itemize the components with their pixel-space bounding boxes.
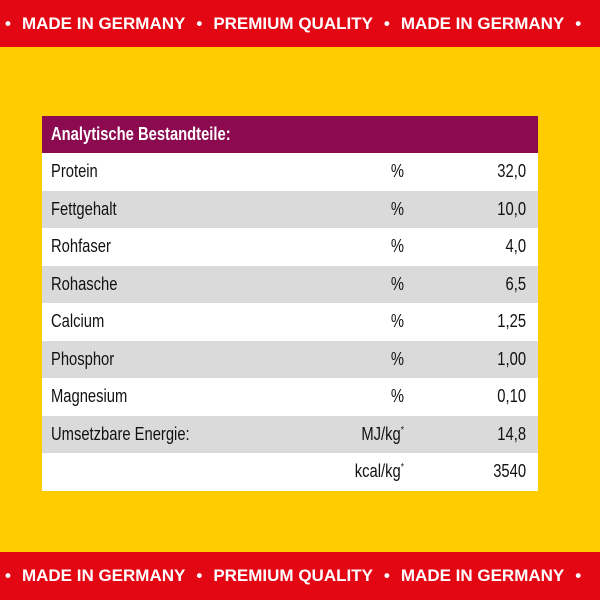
nutrient-name: Umsetzbare Energie: [51, 423, 190, 444]
table-row: Protein % 32,0 [42, 153, 538, 191]
separator-dot: • [575, 566, 582, 585]
table-row: Umsetzbare Energie: MJ/kg* 14,8 [42, 415, 538, 453]
unit-text: % [390, 386, 404, 407]
separator-dot: • [196, 566, 203, 585]
nutrient-name: Rohfaser [51, 236, 111, 257]
unit-text: % [390, 311, 404, 332]
nutrient-unit: % [391, 161, 404, 182]
banner-text: MADE IN GERMANY [400, 13, 565, 33]
nutrient-value: 0,10 [497, 386, 526, 407]
nutrient-unit: % [391, 199, 404, 220]
unit-text: % [390, 236, 404, 257]
separator-dot: • [196, 13, 203, 33]
separator-dot: • [383, 566, 390, 585]
nutrient-unit: % [391, 349, 404, 370]
bottom-banner: • MADE IN GERMANY • PREMIUM QUALITY • MA… [0, 552, 600, 600]
banner-text: PREMIUM QUALITY [213, 13, 373, 33]
table-header: Analytische Bestandteile: [42, 116, 538, 153]
top-banner: • MADE IN GERMANY • PREMIUM QUALITY • MA… [0, 0, 600, 47]
unit-text: % [390, 273, 404, 294]
separator-dot: • [5, 13, 11, 33]
table-row: Magnesium % 0,10 [42, 378, 538, 416]
nutrient-name: Rohasche [51, 273, 118, 294]
nutrient-name: Calcium [51, 311, 105, 332]
nutrient-name: Magnesium [51, 386, 128, 407]
banner-text: MADE IN GERMANY [21, 13, 186, 33]
footnote-mark: * [400, 424, 404, 436]
unit-text: kcal/kg [354, 461, 401, 482]
nutrient-value: 1,25 [497, 311, 526, 332]
nutrient-unit: % [391, 236, 404, 257]
table-row: Phosphor % 1,00 [42, 340, 538, 378]
nutrient-value: 14,8 [497, 423, 526, 444]
nutrient-value: 1,00 [497, 348, 526, 369]
nutrition-table: Analytische Bestandteile: Protein % 32,0… [42, 116, 538, 491]
footnote-mark: * [400, 462, 404, 474]
nutrient-unit: MJ/kg* [361, 424, 404, 445]
nutrient-value: 32,0 [497, 161, 526, 182]
nutrient-value: 6,5 [505, 273, 526, 294]
unit-text: % [390, 348, 404, 369]
separator-dot: • [383, 13, 390, 33]
separator-dot: • [5, 566, 11, 585]
banner-text: MADE IN GERMANY [400, 566, 565, 585]
unit-text: % [390, 198, 404, 219]
table-row: Rohfaser % 4,0 [42, 228, 538, 266]
nutrient-unit: kcal/kg* [355, 461, 404, 482]
nutrient-value: 3540 [493, 461, 526, 482]
nutrient-unit: % [391, 311, 404, 332]
table-row: Fettgehalt % 10,0 [42, 190, 538, 228]
nutrient-value: 4,0 [505, 236, 526, 257]
nutrient-unit: % [391, 386, 404, 407]
banner-text: PREMIUM QUALITY [213, 566, 373, 585]
separator-dot: • [575, 13, 582, 33]
banner-text: MADE IN GERMANY [21, 566, 186, 585]
nutrient-value: 10,0 [497, 198, 526, 219]
nutrient-name: Phosphor [51, 348, 115, 369]
table-row: kcal/kg* 3540 [42, 453, 538, 491]
nutrient-unit: % [391, 274, 404, 295]
table-row: Rohasche % 6,5 [42, 265, 538, 303]
table-row: Calcium % 1,25 [42, 303, 538, 341]
table-title: Analytische Bestandteile: [51, 124, 231, 144]
unit-text: % [390, 161, 404, 182]
nutrient-name: Protein [51, 161, 98, 182]
nutrient-name: Fettgehalt [51, 198, 117, 219]
unit-text: MJ/kg [361, 423, 401, 444]
